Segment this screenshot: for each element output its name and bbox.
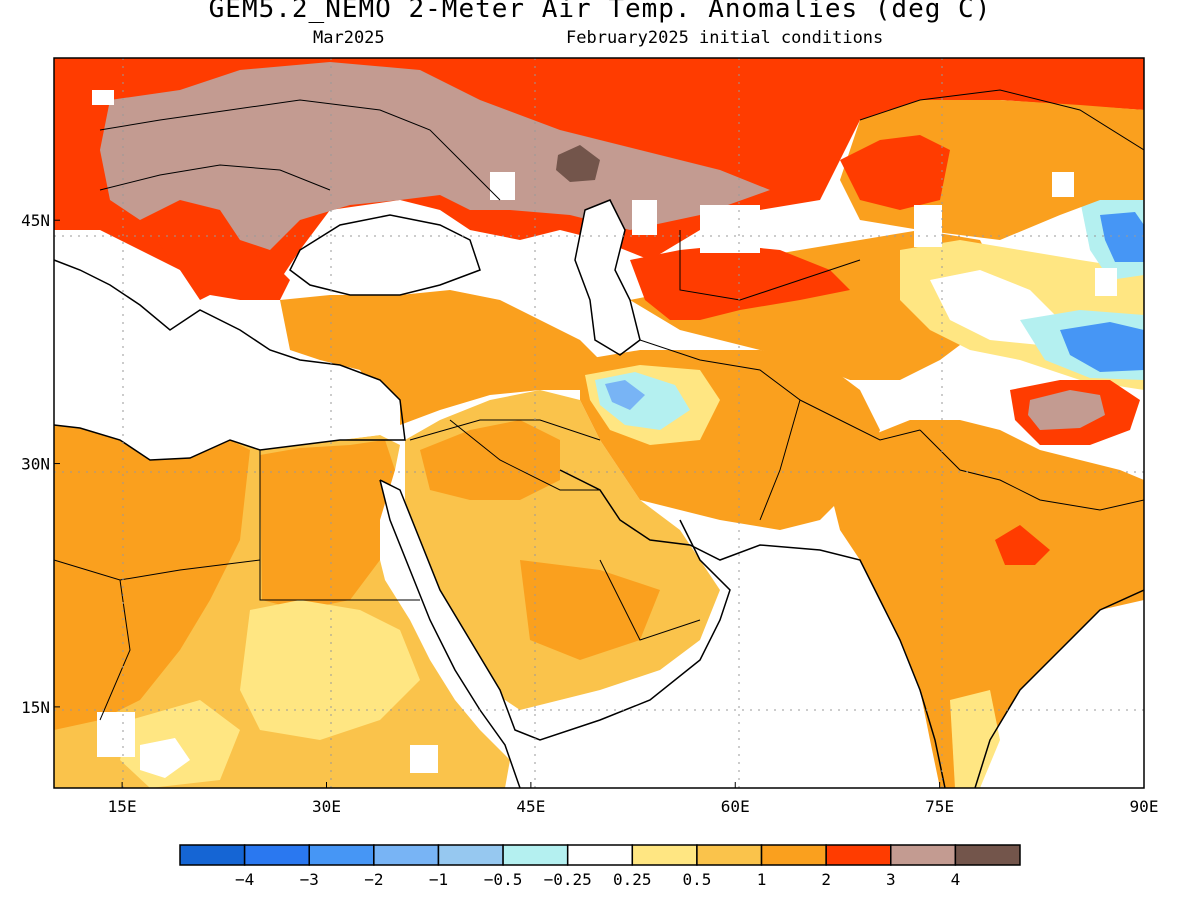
- africa-east-warm: [260, 440, 395, 610]
- bay-of-bengal: [990, 600, 1144, 788]
- lat-tick-label: 15N: [21, 698, 50, 717]
- east-asia-very-warm: [840, 135, 950, 210]
- legend-label: 1: [757, 870, 767, 889]
- tibet-extreme: [1028, 390, 1105, 430]
- lon-tick-label: 60E: [721, 797, 750, 816]
- anomaly-map: [54, 58, 1144, 788]
- lon-tick-label: 90E: [1130, 797, 1159, 816]
- india-mild-south: [950, 690, 1000, 788]
- mask-cell: [700, 205, 760, 253]
- north-cold: [1100, 212, 1144, 262]
- graticule: [54, 58, 1144, 788]
- mask-cell: [632, 200, 657, 235]
- legend-label: 2: [821, 870, 831, 889]
- legend-label: −0.5: [484, 870, 523, 889]
- legend-swatch: [696, 844, 763, 866]
- lon-tick-label: 75E: [925, 797, 954, 816]
- mask-cell: [914, 205, 942, 247]
- mask-cell: [1095, 268, 1117, 296]
- legend-swatch: [243, 844, 310, 866]
- mask-cell: [490, 172, 515, 200]
- legend-label: 0.5: [682, 870, 711, 889]
- map-frame: [53, 57, 1145, 789]
- italy-mild: [85, 240, 185, 330]
- legend-label: −1: [429, 870, 448, 889]
- africa-white-patch: [140, 738, 190, 778]
- legend-swatch: [437, 844, 504, 866]
- initial-conditions: February2025 initial conditions: [566, 28, 884, 48]
- arabia-warm-patch: [520, 560, 660, 660]
- mediterranean-sea: [54, 280, 400, 460]
- africa-mild-patch-1: [240, 600, 420, 740]
- lat-axis: 45N 30N 15N: [21, 211, 60, 717]
- legend-swatch: [890, 844, 957, 866]
- india-very-warm-1: [995, 525, 1050, 565]
- legend-label: 4: [951, 870, 961, 889]
- black-sea: [290, 215, 480, 295]
- legend-swatch: [179, 844, 246, 866]
- legend-swatch: [566, 844, 634, 866]
- lat-tick-label: 30N: [21, 455, 50, 474]
- mask-cell: [1052, 172, 1074, 197]
- caspian-sea: [575, 200, 640, 355]
- legend-swatch: [308, 844, 375, 866]
- legend-swatch: [502, 844, 569, 866]
- legend-label: 3: [886, 870, 896, 889]
- india-warm: [830, 420, 1144, 788]
- legend-swatch: [373, 844, 440, 866]
- legend-label: −3: [300, 870, 319, 889]
- legend-swatch: [631, 844, 698, 866]
- kazakh-very-warm: [630, 245, 850, 320]
- legend-swatch: [954, 844, 1021, 866]
- mask-cell: [410, 745, 438, 773]
- lon-tick-label: 30E: [312, 797, 341, 816]
- red-sea: [380, 480, 515, 740]
- arabia-warm-north: [420, 420, 560, 500]
- balkans-very-warm: [150, 230, 290, 300]
- legend-swatch: [760, 844, 827, 866]
- iran-cool-core: [605, 380, 645, 410]
- mask-cell: [97, 712, 135, 757]
- mask-cell: [92, 90, 114, 105]
- map-title: GEM5.2_NEMO 2-Meter Air Temp. Anomalies …: [208, 0, 992, 24]
- legend-colorbar: −4 −3 −2 −1 −0.5 −0.25 0.25 0.5 1 2 3 4: [179, 844, 1021, 889]
- lon-tick-label: 15E: [108, 797, 137, 816]
- turkey-warm: [280, 290, 600, 425]
- arabian-sea: [520, 545, 935, 788]
- legend-label: −2: [364, 870, 383, 889]
- lon-axis: 15E 30E 45E 60E 75E 90E: [108, 782, 1159, 816]
- africa-west-warm: [54, 425, 250, 730]
- extreme-core: [556, 145, 600, 182]
- legend-label: −4: [235, 870, 254, 889]
- legend-swatch: [825, 844, 892, 866]
- forecast-month: Mar2025: [313, 28, 385, 48]
- lat-tick-label: 45N: [21, 211, 50, 230]
- legend-label: −0.25: [544, 870, 592, 889]
- highlands-cold: [1060, 322, 1144, 372]
- legend-label: 0.25: [613, 870, 652, 889]
- lon-tick-label: 45E: [516, 797, 545, 816]
